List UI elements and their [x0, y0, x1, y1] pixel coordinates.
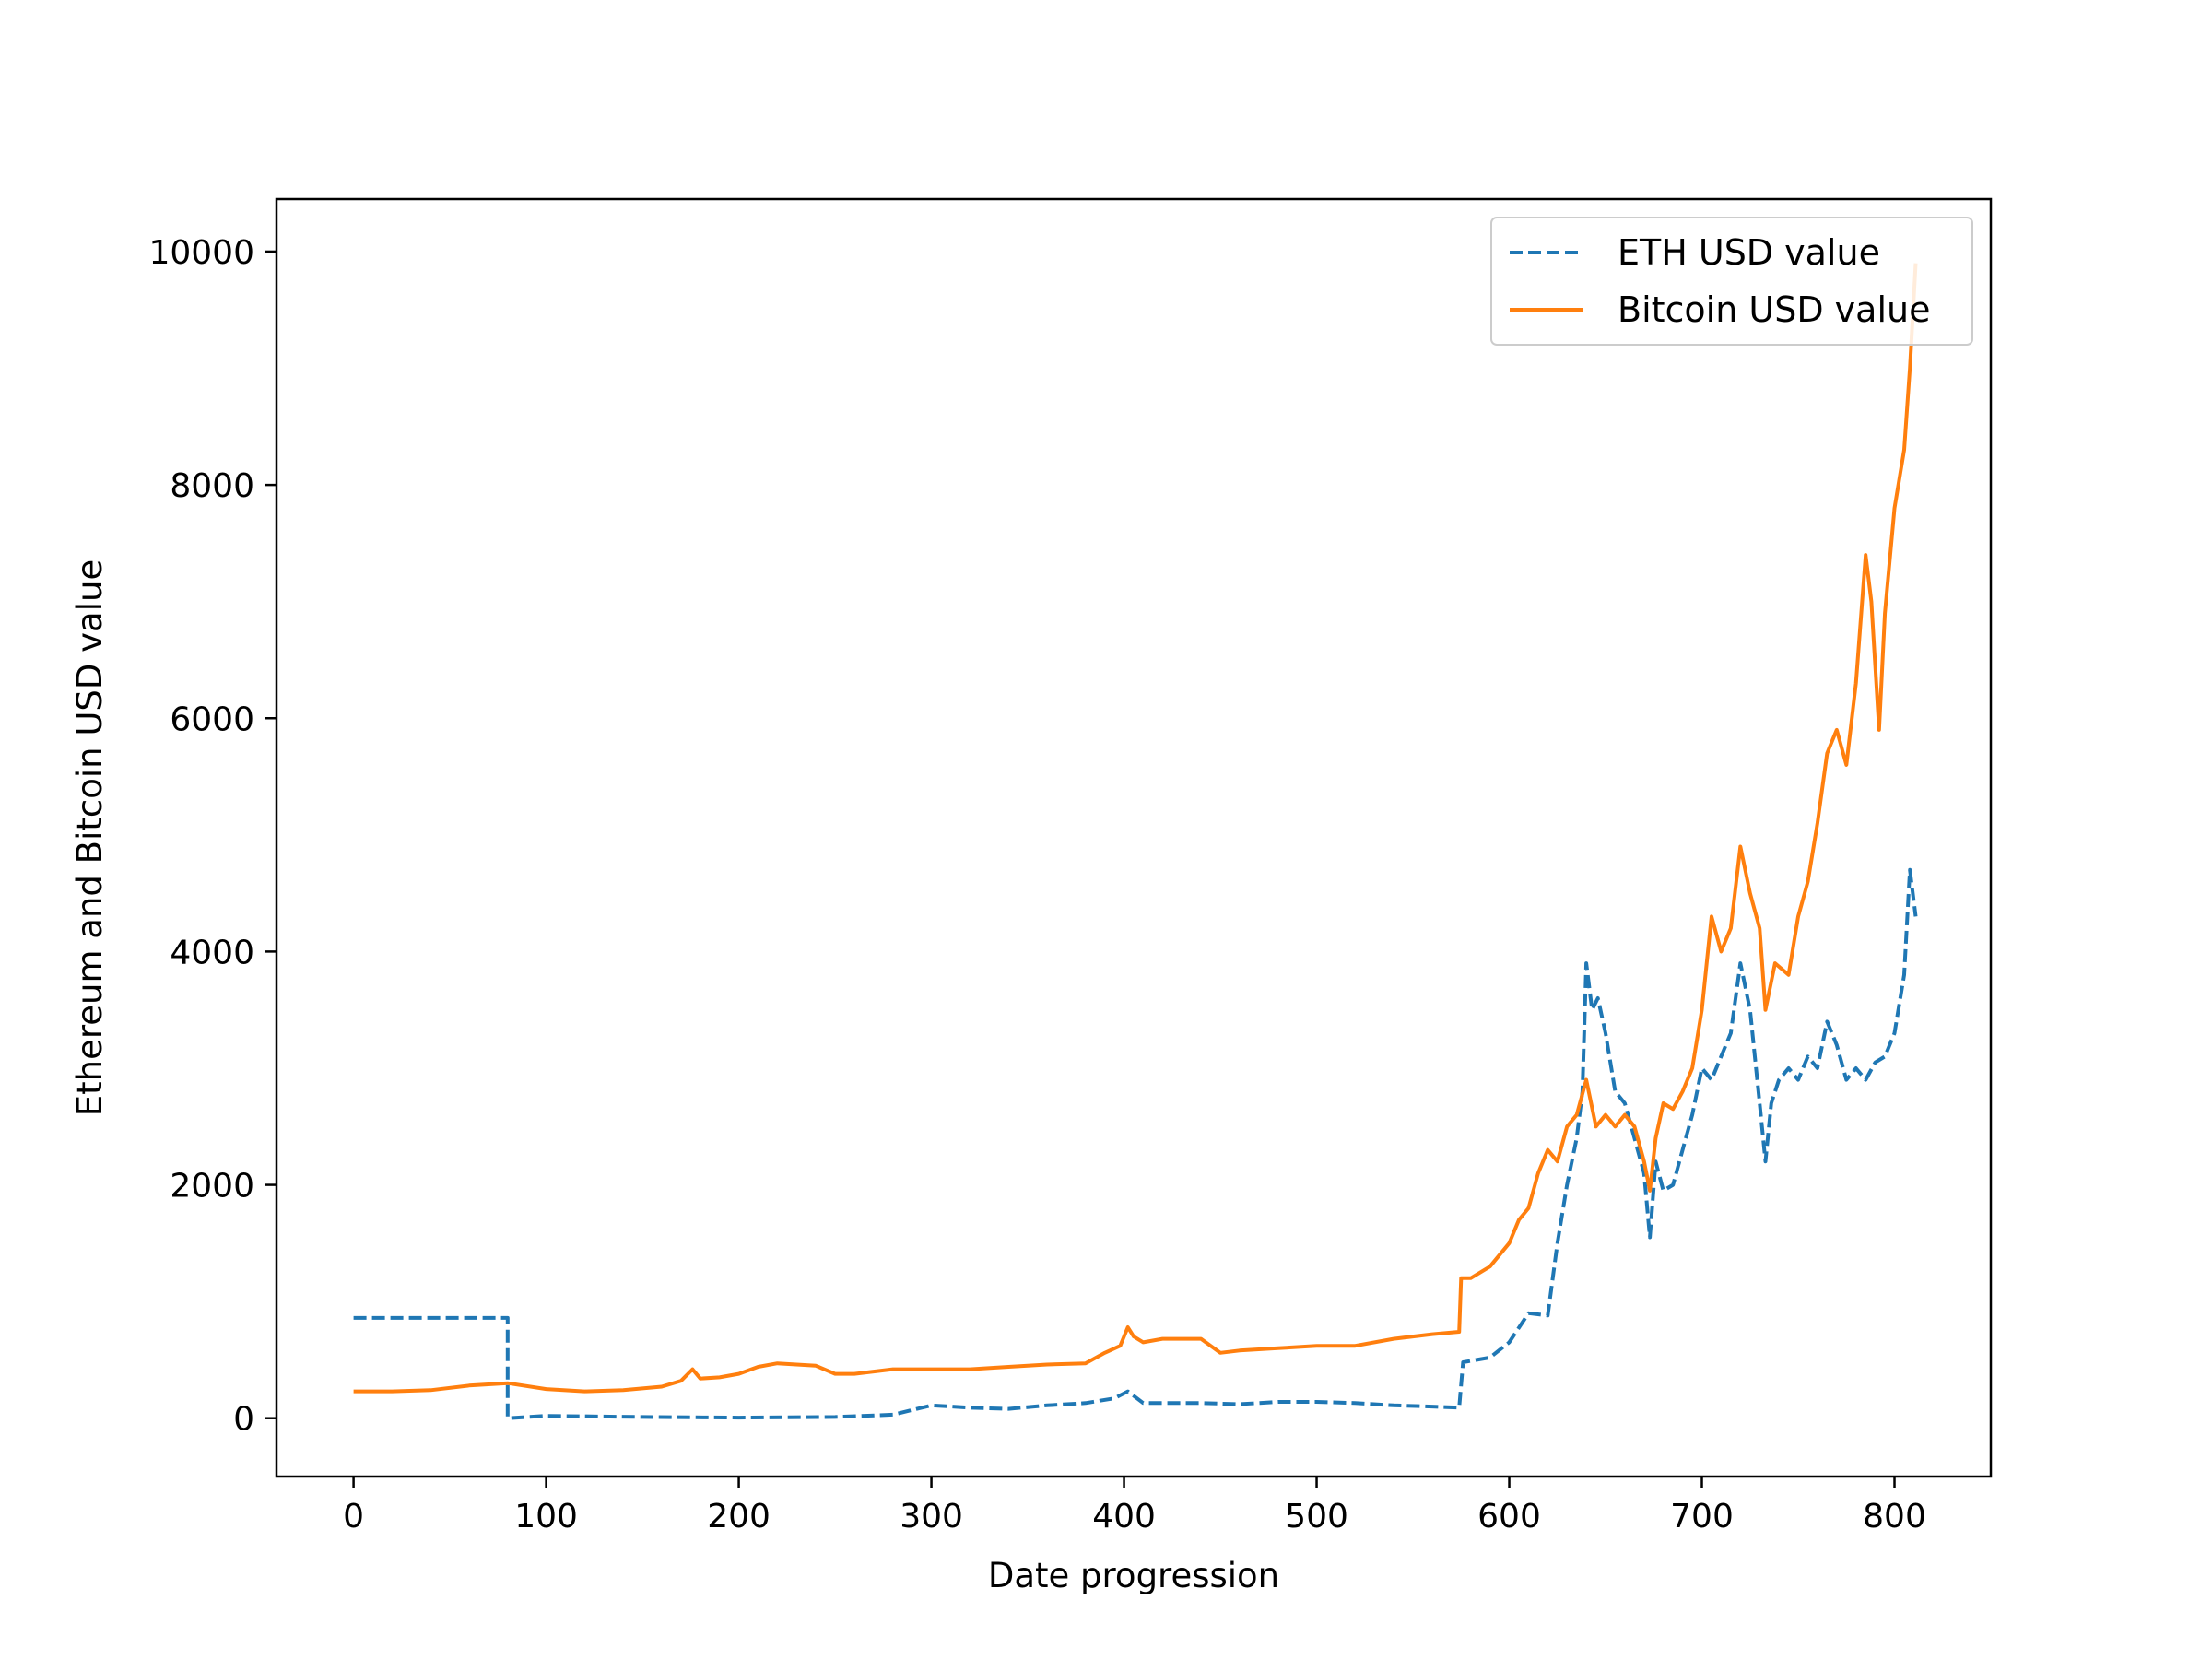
x-tick-label: 300 — [900, 1498, 963, 1535]
eth-series-line — [353, 867, 1918, 1420]
y-axis-ticks: 0 2000 4000 6000 8000 10000 — [148, 234, 276, 1439]
legend-bitcoin-label: Bitcoin USD value — [1618, 289, 1930, 330]
legend-eth-label: ETH USD value — [1618, 232, 1880, 273]
x-tick-label: 400 — [1092, 1498, 1156, 1535]
y-axis-label: Ethereum and Bitcoin USD value — [70, 559, 110, 1116]
y-tick-label: 8000 — [170, 467, 254, 505]
y-tick-label: 10000 — [148, 234, 254, 272]
x-axis-ticks: 0 100 200 300 400 500 600 700 800 — [343, 1477, 1926, 1535]
x-tick-label: 600 — [1477, 1498, 1541, 1535]
series-layer — [353, 263, 1918, 1420]
legend-frame — [1490, 217, 1973, 346]
legend: ETH USD value Bitcoin USD value — [1490, 217, 1973, 346]
x-tick-label: 0 — [343, 1498, 364, 1535]
y-tick-label: 0 — [233, 1401, 254, 1439]
bitcoin-series-line — [353, 263, 1918, 1394]
y-tick-label: 4000 — [170, 934, 254, 971]
x-axis-label: Date progression — [988, 1556, 1279, 1595]
x-tick-label: 200 — [707, 1498, 771, 1535]
x-tick-label: 500 — [1285, 1498, 1348, 1535]
y-tick-label: 2000 — [170, 1168, 254, 1206]
x-tick-label: 700 — [1670, 1498, 1734, 1535]
x-tick-label: 100 — [514, 1498, 578, 1535]
x-tick-label: 800 — [1863, 1498, 1926, 1535]
plot-frame — [275, 197, 1993, 1478]
y-tick-label: 6000 — [170, 700, 254, 738]
